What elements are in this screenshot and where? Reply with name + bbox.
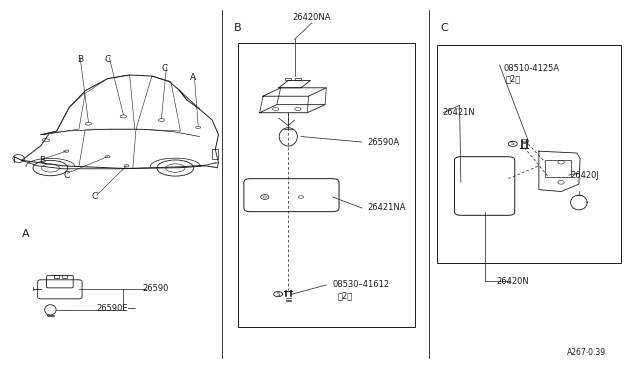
Text: 08510-4125A: 08510-4125A [504, 64, 560, 73]
Text: 26590A: 26590A [367, 138, 400, 147]
Text: C: C [92, 192, 98, 202]
Bar [545, 160, 571, 177]
Text: C: C [161, 64, 168, 73]
Text: S: S [276, 292, 280, 296]
Bar [285, 77, 291, 80]
Text: 26420N: 26420N [497, 277, 529, 286]
Bar [237, 43, 415, 327]
Text: 26421NA: 26421NA [367, 203, 406, 212]
Text: B: B [39, 156, 45, 165]
Text: 26420J: 26420J [571, 170, 600, 180]
Text: 26421N: 26421N [442, 108, 475, 117]
Text: A: A [22, 229, 29, 238]
Text: 26590E—: 26590E— [97, 304, 137, 312]
Bar [54, 275, 59, 278]
Text: 26420NA: 26420NA [292, 13, 331, 22]
Text: C: C [104, 55, 111, 64]
Bar [437, 45, 621, 263]
Text: B: B [234, 23, 242, 33]
Bar [212, 149, 218, 158]
Bar [63, 275, 67, 278]
Text: （2）: （2） [506, 74, 521, 83]
Text: C: C [440, 23, 448, 33]
Text: A267⋅0.39: A267⋅0.39 [567, 348, 606, 357]
Text: A: A [190, 73, 196, 83]
Bar [294, 77, 301, 80]
Text: S: S [511, 141, 515, 146]
Text: 26590: 26590 [142, 284, 169, 293]
Text: （2）: （2） [337, 291, 353, 301]
Text: C: C [63, 170, 69, 180]
Text: 08530–41612: 08530–41612 [333, 280, 390, 289]
Text: B: B [77, 55, 83, 64]
